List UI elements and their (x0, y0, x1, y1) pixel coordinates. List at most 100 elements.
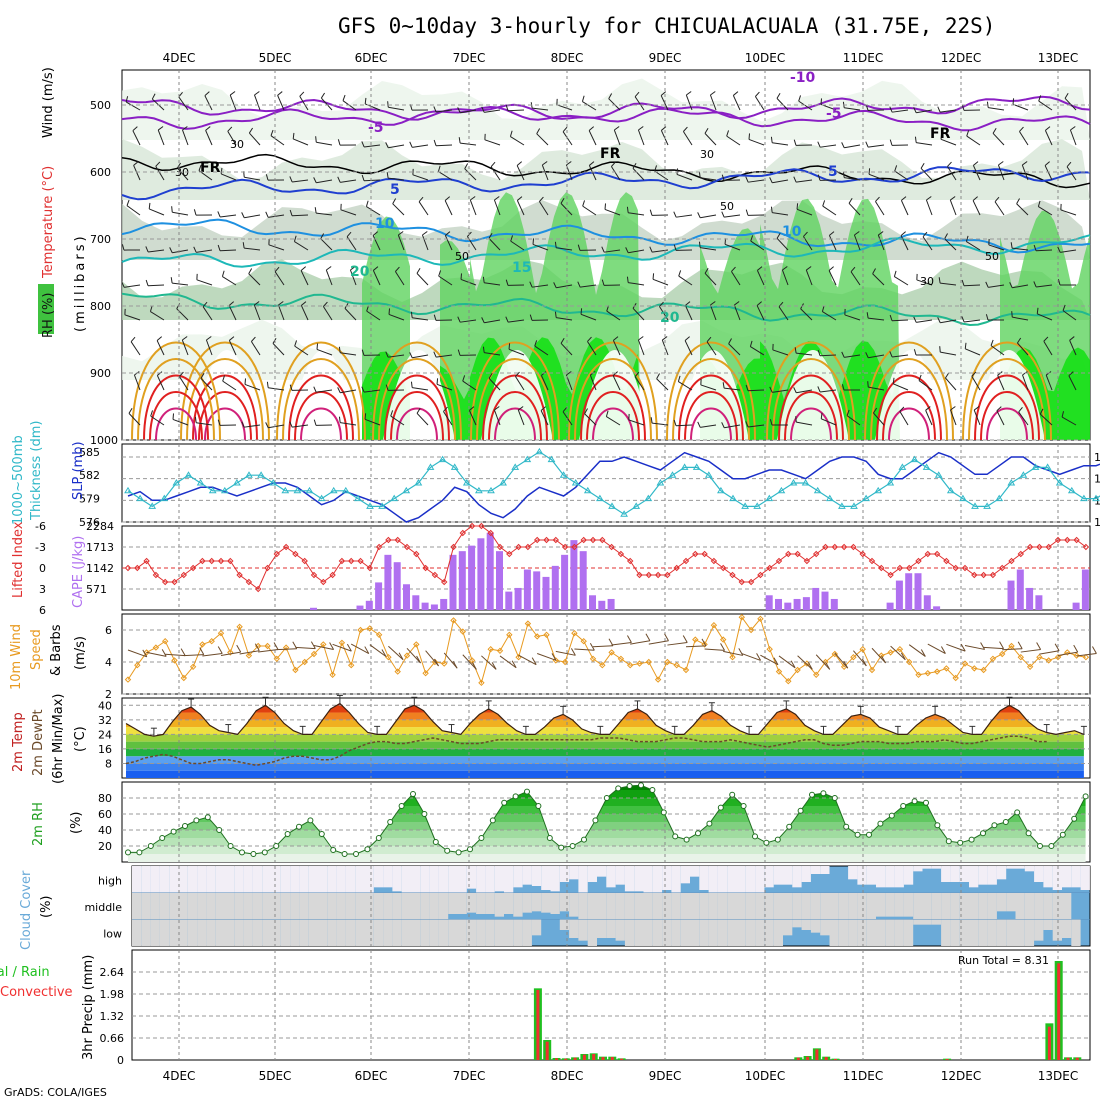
isotherm (121, 292, 1091, 327)
cloud-clear-bar (894, 892, 904, 917)
cloud-clear-bar (1043, 919, 1053, 930)
wind-barb (604, 249, 621, 253)
wind-barb-feather (315, 136, 317, 143)
wind-barb (1016, 203, 1029, 216)
rh-marker (250, 851, 257, 857)
surface-wind-barb (183, 654, 204, 657)
wind-barb-feather (289, 209, 293, 216)
wind-barb (678, 381, 693, 391)
li-marker (561, 543, 569, 551)
wind-barb-feather (683, 126, 688, 132)
wind-speed-marker (989, 655, 997, 663)
thickness-marker (245, 471, 253, 478)
surface-isotherm (149, 391, 203, 441)
cloud-clear-bar (987, 866, 997, 885)
wind-barb-feather (299, 91, 305, 97)
wind-barb (436, 383, 453, 391)
thickness-marker (729, 494, 737, 502)
wind-barb-feather (488, 372, 493, 379)
day-label-top: 6DEC (355, 51, 388, 65)
wind-barb-feather (1062, 304, 1066, 311)
wind-barb (556, 317, 573, 321)
wind-speed-marker (245, 652, 253, 659)
cloud-clear-bar (550, 866, 560, 892)
wind-barb-feather (971, 371, 977, 377)
li-marker (394, 536, 401, 544)
wind-barb-feather (846, 409, 850, 416)
cloud-clear-bar (913, 892, 923, 920)
cloud-clear-bar (252, 892, 263, 920)
rh-marker (706, 820, 713, 827)
wind-speed-marker (952, 674, 959, 682)
wind-barb (205, 130, 213, 146)
wind-barb (820, 389, 837, 393)
li-marker (533, 536, 541, 544)
cloud-clear-bar (755, 919, 765, 946)
surface-wind-barb (443, 652, 458, 669)
wind-barb-feather (734, 301, 740, 306)
cloud-clear-bar (485, 892, 495, 914)
wind-barb-feather (731, 266, 736, 272)
cloud-clear-bar (252, 919, 263, 946)
wind-barb (1022, 374, 1029, 391)
wind-barb (205, 339, 213, 356)
precip-convective-bar (620, 1058, 624, 1060)
wind-barb (484, 109, 501, 113)
wind-barb-feather (710, 91, 716, 96)
wind-barb-feather (433, 106, 437, 113)
cloud-clear-bar (559, 866, 570, 882)
surface-wind-barb-feather (217, 646, 223, 654)
li-marker (1036, 543, 1043, 551)
cloud-clear-bar (764, 866, 774, 888)
wind-barb (606, 310, 621, 321)
thickness-marker (1055, 479, 1064, 486)
rh-marker (501, 799, 508, 806)
cloud-clear-bar (262, 866, 272, 893)
cape-bar (793, 598, 801, 610)
cloud-clear-bar (541, 866, 551, 890)
precip-label-2: Convective (0, 985, 73, 1000)
cloud-clear-bar (848, 892, 858, 920)
thickness-marker (329, 486, 338, 494)
wind-barb (731, 271, 741, 286)
wind-barb-feather (361, 174, 365, 181)
wind-speed-marker (719, 636, 727, 643)
wind-barb-feather (494, 196, 500, 201)
wind-barb-feather (721, 174, 725, 181)
precip-convective-bar (592, 1054, 596, 1060)
wind-barb (1060, 249, 1077, 253)
wind-barb-feather (372, 231, 379, 236)
cloud-clear-bar (1034, 919, 1044, 941)
surface-wind-barb-feather (756, 653, 762, 661)
cloud-clear-bar (513, 892, 523, 917)
wind-barb (875, 201, 885, 216)
cloud-clear-bar (178, 866, 188, 893)
cloud-clear-bar (411, 919, 421, 946)
cloud-clear-bar (132, 919, 142, 946)
li-marker (961, 564, 969, 572)
thickness-marker (1007, 479, 1016, 486)
wind-barb-feather (361, 386, 365, 393)
temp-tick: 40 (98, 699, 112, 712)
cape-bar (598, 600, 606, 610)
cloud-clear-bar (132, 866, 142, 893)
wind-barb-feather (553, 282, 557, 288)
li-marker (375, 543, 383, 551)
cloud-clear-bar (290, 866, 300, 893)
rh-marker (1037, 843, 1043, 849)
wind-barb-feather (437, 165, 441, 172)
rh-band (128, 854, 1086, 862)
wind-barb-feather (841, 142, 845, 148)
wind-barb-feather (385, 142, 389, 148)
cape-bar (393, 562, 401, 610)
thickness-marker (741, 502, 749, 509)
wind-barb (971, 376, 981, 391)
wind-label-2: Speed (29, 629, 44, 670)
wind-speed-marker (459, 628, 467, 635)
wind-barb-feather (395, 266, 400, 272)
cloud-clear-bar (848, 866, 858, 880)
li-marker (189, 564, 197, 572)
wind-barb-feather (508, 343, 511, 350)
wind-barb-feather (985, 314, 989, 321)
wind-barb-feather (515, 371, 520, 377)
